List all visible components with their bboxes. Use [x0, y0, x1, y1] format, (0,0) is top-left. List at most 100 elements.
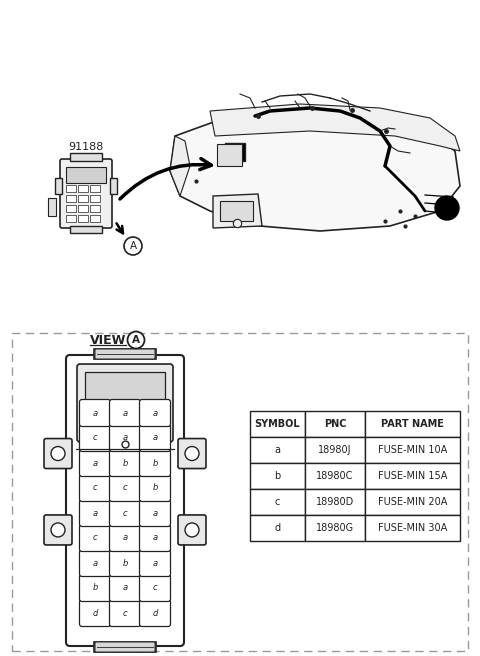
- Bar: [66, 185, 76, 192]
- Text: a: a: [93, 409, 97, 417]
- Bar: [90, 195, 100, 202]
- FancyBboxPatch shape: [66, 355, 184, 646]
- Bar: [217, 144, 242, 166]
- FancyBboxPatch shape: [109, 474, 141, 501]
- FancyBboxPatch shape: [109, 424, 141, 451]
- Text: a: a: [275, 445, 280, 455]
- Bar: [66, 167, 106, 183]
- FancyBboxPatch shape: [140, 449, 170, 476]
- Circle shape: [185, 523, 199, 537]
- Text: b: b: [275, 471, 281, 481]
- Text: c: c: [123, 609, 127, 617]
- FancyBboxPatch shape: [140, 400, 170, 426]
- Bar: [55, 178, 62, 194]
- Bar: [250, 463, 305, 489]
- Bar: [66, 205, 76, 212]
- Bar: [365, 463, 460, 489]
- Text: b: b: [122, 459, 128, 468]
- Bar: [90, 215, 100, 222]
- Bar: [78, 205, 88, 212]
- Bar: [78, 215, 88, 222]
- Text: 18980D: 18980D: [316, 497, 354, 507]
- Text: c: c: [93, 434, 97, 443]
- FancyBboxPatch shape: [109, 499, 141, 527]
- Text: c: c: [153, 583, 157, 592]
- Text: a: a: [122, 533, 128, 543]
- FancyBboxPatch shape: [80, 600, 110, 626]
- FancyBboxPatch shape: [140, 575, 170, 602]
- Text: b: b: [152, 459, 158, 468]
- Text: b: b: [152, 483, 158, 493]
- Circle shape: [51, 523, 65, 537]
- FancyBboxPatch shape: [80, 550, 110, 577]
- FancyBboxPatch shape: [178, 439, 206, 468]
- FancyBboxPatch shape: [109, 400, 141, 426]
- FancyBboxPatch shape: [80, 525, 110, 552]
- Bar: [365, 515, 460, 541]
- Bar: [90, 205, 100, 212]
- Text: b: b: [122, 558, 128, 567]
- Text: a: a: [153, 409, 157, 417]
- Text: d: d: [152, 609, 158, 617]
- Polygon shape: [213, 194, 262, 228]
- FancyBboxPatch shape: [109, 600, 141, 626]
- FancyBboxPatch shape: [77, 364, 173, 442]
- Text: a: a: [93, 508, 97, 518]
- Bar: [305, 437, 365, 463]
- Text: 18980J: 18980J: [318, 445, 352, 455]
- Text: a: a: [122, 434, 128, 443]
- FancyBboxPatch shape: [140, 424, 170, 451]
- FancyBboxPatch shape: [60, 159, 112, 228]
- Text: 91188: 91188: [68, 142, 104, 152]
- Bar: [12, 333, 468, 651]
- Text: a: a: [122, 409, 128, 417]
- Text: c: c: [93, 483, 97, 493]
- Bar: [94, 349, 156, 359]
- FancyBboxPatch shape: [140, 550, 170, 577]
- Text: A: A: [132, 335, 140, 345]
- Text: A: A: [130, 241, 137, 251]
- Text: 18980G: 18980G: [316, 523, 354, 533]
- Text: c: c: [123, 508, 127, 518]
- FancyBboxPatch shape: [44, 515, 72, 545]
- Bar: [365, 489, 460, 515]
- FancyBboxPatch shape: [109, 525, 141, 552]
- Bar: [78, 185, 88, 192]
- Text: 18980C: 18980C: [316, 471, 354, 481]
- Text: a: a: [153, 533, 157, 543]
- Polygon shape: [170, 136, 190, 196]
- Bar: [250, 437, 305, 463]
- Text: a: a: [93, 459, 97, 468]
- FancyBboxPatch shape: [80, 575, 110, 602]
- Bar: [220, 201, 253, 221]
- Polygon shape: [210, 104, 460, 151]
- FancyBboxPatch shape: [109, 449, 141, 476]
- Bar: [365, 411, 460, 437]
- FancyBboxPatch shape: [80, 424, 110, 451]
- Bar: [110, 178, 117, 194]
- FancyBboxPatch shape: [178, 515, 206, 545]
- Text: FUSE-MIN 15A: FUSE-MIN 15A: [378, 471, 447, 481]
- FancyBboxPatch shape: [140, 499, 170, 527]
- Text: d: d: [275, 523, 281, 533]
- FancyBboxPatch shape: [80, 400, 110, 426]
- FancyBboxPatch shape: [140, 600, 170, 626]
- Bar: [305, 463, 365, 489]
- Text: c: c: [123, 483, 127, 493]
- Polygon shape: [170, 111, 460, 231]
- Text: VIEW: VIEW: [90, 333, 126, 346]
- Bar: [66, 215, 76, 222]
- Text: b: b: [92, 583, 98, 592]
- FancyBboxPatch shape: [140, 525, 170, 552]
- Text: FUSE-MIN 20A: FUSE-MIN 20A: [378, 497, 447, 507]
- Text: FUSE-MIN 10A: FUSE-MIN 10A: [378, 445, 447, 455]
- Bar: [85, 372, 165, 434]
- FancyBboxPatch shape: [109, 550, 141, 577]
- Bar: [305, 489, 365, 515]
- FancyBboxPatch shape: [109, 575, 141, 602]
- Text: c: c: [93, 533, 97, 543]
- Circle shape: [124, 237, 142, 255]
- Bar: [305, 411, 365, 437]
- Text: a: a: [153, 558, 157, 567]
- Text: FUSE-MIN 30A: FUSE-MIN 30A: [378, 523, 447, 533]
